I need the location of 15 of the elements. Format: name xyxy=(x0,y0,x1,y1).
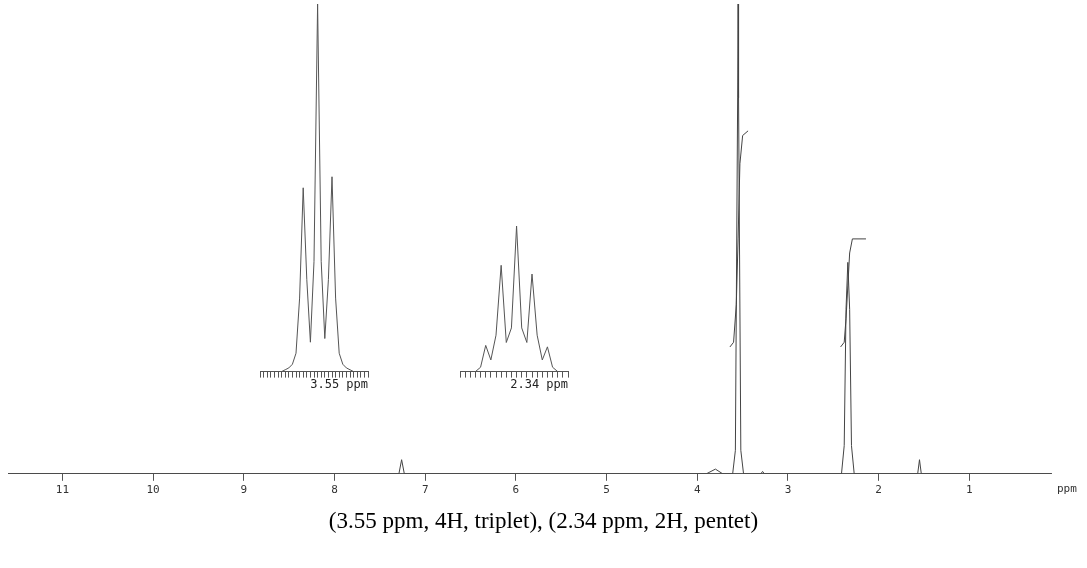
x-tick-label: 3 xyxy=(784,483,792,497)
x-axis-title: 2.34 ppm xyxy=(510,376,568,391)
text: (3.55 ppm, 4H, triplet), (2.34 ppm, 2H, pentet) xyxy=(327,508,760,534)
x-tick-label: 10 xyxy=(146,483,160,497)
x-tick-label: 1 xyxy=(966,483,973,497)
x-tick-label: 2 xyxy=(875,483,882,497)
x-tick-label: 5 xyxy=(603,483,610,497)
x-tick-label: 6 xyxy=(512,483,520,497)
x-tick-label: 8 xyxy=(331,483,338,497)
x-axis-title: ppm xyxy=(1057,482,1078,496)
x-tick-label: 9 xyxy=(240,483,248,497)
x-tick-label: 4 xyxy=(693,483,701,497)
x-axis-title: 3.55 ppm xyxy=(310,376,368,391)
x-tick-label: 7 xyxy=(421,483,429,497)
x-tick-label: 11 xyxy=(55,483,70,497)
